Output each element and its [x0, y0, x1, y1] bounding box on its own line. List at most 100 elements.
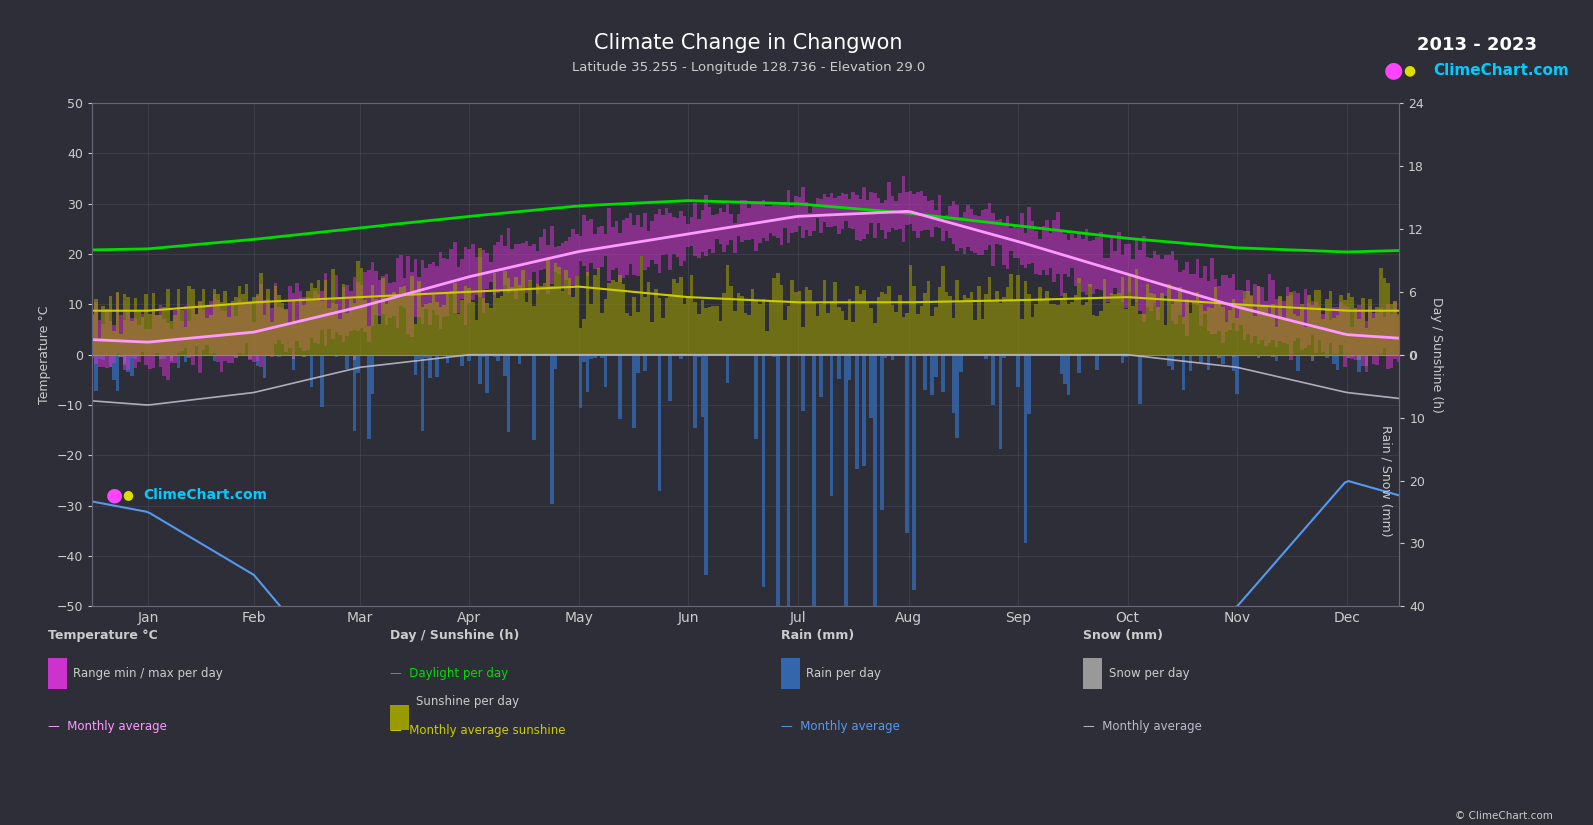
Bar [395, 295, 400, 355]
Bar [865, 303, 870, 355]
Bar [822, 194, 827, 222]
Bar [97, 338, 102, 355]
Bar [535, 284, 538, 355]
Bar [1142, 314, 1145, 355]
Bar [1271, 355, 1274, 357]
Bar [1351, 355, 1354, 357]
Bar [776, 273, 779, 355]
Bar [669, 294, 672, 355]
Bar [919, 191, 924, 231]
Bar [1131, 306, 1134, 355]
Bar [288, 325, 292, 355]
Bar [801, 328, 804, 355]
Bar [1297, 316, 1300, 355]
Bar [572, 297, 575, 355]
Text: Climate Change in Changwon: Climate Change in Changwon [594, 33, 903, 53]
Bar [1160, 294, 1163, 355]
Text: ClimeChart.com: ClimeChart.com [1434, 63, 1569, 78]
Bar [475, 320, 478, 355]
Bar [378, 280, 381, 316]
Bar [1351, 328, 1354, 359]
Bar [460, 299, 464, 355]
Bar [894, 312, 898, 355]
Bar [945, 291, 948, 355]
Bar [389, 299, 392, 355]
Bar [988, 277, 991, 355]
Bar [220, 310, 223, 372]
Bar [249, 355, 252, 359]
Bar [212, 289, 217, 355]
Bar [1010, 274, 1013, 355]
Bar [119, 355, 123, 357]
Bar [472, 244, 475, 300]
Bar [558, 266, 561, 355]
Bar [798, 291, 801, 355]
Bar [309, 299, 314, 338]
Text: —  Daylight per day: — Daylight per day [390, 667, 508, 680]
Bar [683, 304, 687, 355]
Bar [335, 276, 338, 332]
Bar [1225, 322, 1228, 355]
Bar [761, 299, 765, 355]
Bar [102, 324, 105, 367]
Bar [690, 275, 693, 355]
Bar [94, 303, 97, 365]
Bar [827, 313, 830, 355]
Bar [414, 259, 417, 317]
Bar [578, 355, 583, 408]
Bar [919, 306, 924, 355]
Bar [658, 355, 661, 491]
Bar [615, 282, 618, 355]
Bar [174, 315, 177, 355]
Bar [644, 355, 647, 371]
Bar [722, 293, 726, 355]
Bar [1343, 300, 1346, 355]
Bar [263, 315, 266, 355]
Bar [1024, 233, 1027, 268]
Bar [237, 299, 241, 353]
Bar [905, 313, 910, 355]
Bar [1125, 244, 1128, 308]
Bar [1265, 300, 1268, 346]
Bar [507, 278, 510, 355]
Bar [1308, 303, 1311, 345]
Bar [750, 290, 755, 355]
Bar [669, 355, 672, 400]
Bar [503, 355, 507, 375]
Bar [924, 293, 927, 355]
Bar [392, 282, 395, 317]
Bar [543, 229, 546, 270]
Bar [1171, 355, 1174, 370]
Bar [338, 299, 342, 335]
Bar [1134, 239, 1139, 302]
Bar [938, 195, 941, 228]
Bar [429, 303, 432, 355]
Bar [1157, 308, 1160, 355]
Bar [1394, 302, 1397, 360]
Bar [790, 207, 793, 233]
Bar [457, 314, 460, 355]
Bar [973, 320, 977, 355]
Bar [675, 283, 679, 355]
Bar [1380, 309, 1383, 355]
Bar [131, 318, 134, 358]
Text: ClimeChart.com: ClimeChart.com [143, 488, 268, 502]
Text: Snow per day: Snow per day [1109, 667, 1190, 680]
Bar [1139, 314, 1142, 355]
Bar [1225, 275, 1228, 332]
Bar [862, 355, 865, 465]
Bar [1303, 289, 1308, 347]
Bar [349, 299, 352, 355]
Bar [1168, 256, 1171, 300]
Bar [1329, 320, 1332, 343]
Bar [704, 308, 707, 355]
Bar [801, 187, 804, 238]
Bar [879, 203, 884, 229]
Bar [1274, 355, 1279, 361]
Bar [816, 316, 819, 355]
Bar [323, 273, 328, 346]
Bar [1337, 307, 1340, 354]
Bar [1142, 236, 1145, 322]
Bar [234, 297, 237, 355]
Bar [174, 310, 177, 363]
